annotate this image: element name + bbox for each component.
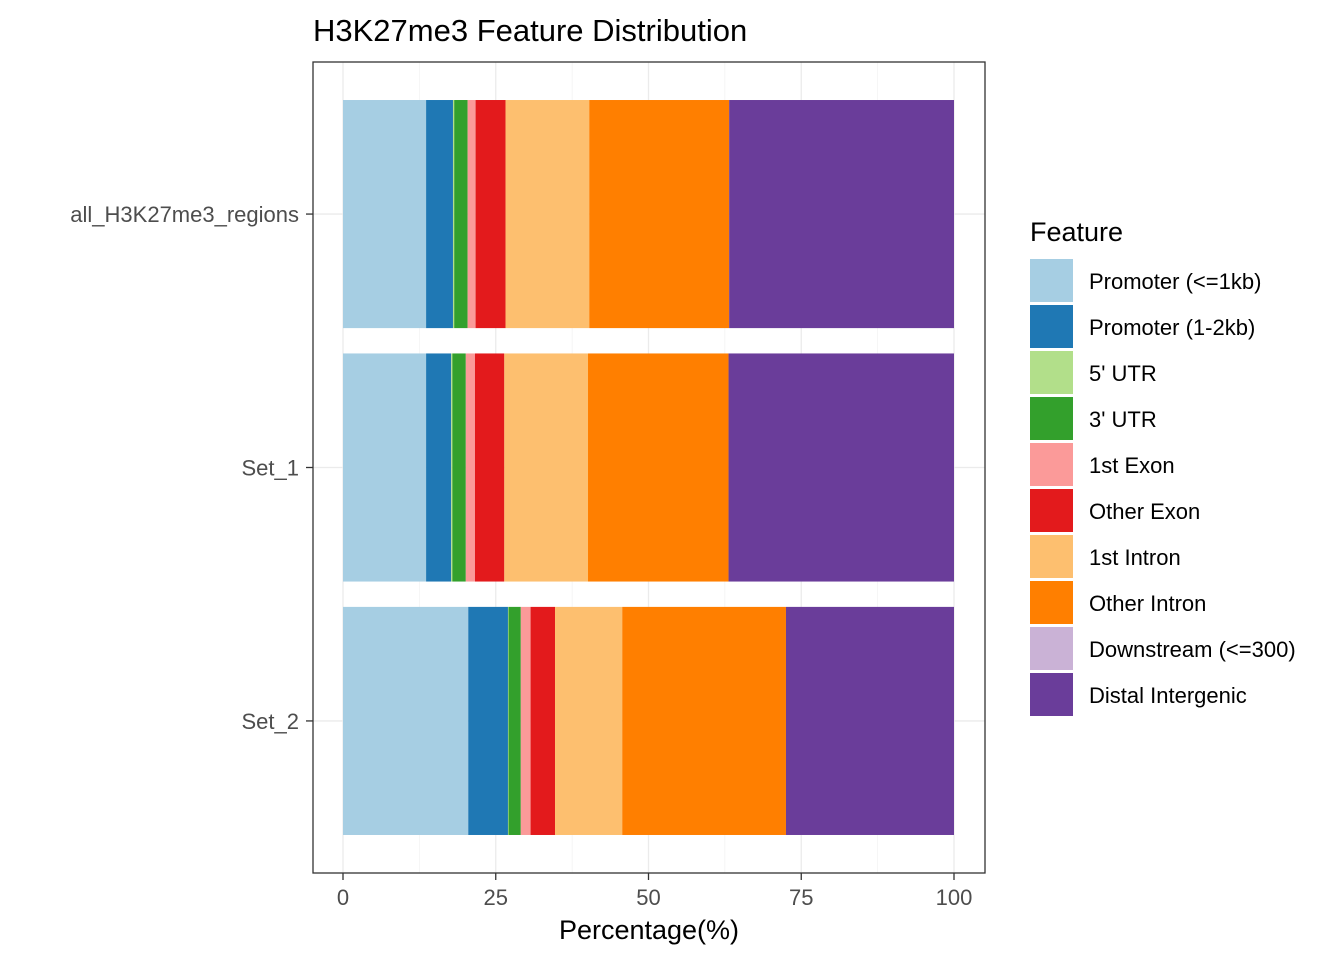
x-tick-label: 100 — [936, 885, 973, 910]
y-axis: all_H3K27me3_regions Set_1 Set_2 — [70, 202, 313, 734]
legend-label: Distal Intergenic — [1089, 683, 1247, 708]
bar-segment — [468, 606, 508, 835]
legend-title: Feature — [1030, 217, 1123, 247]
bar-segment — [426, 353, 452, 582]
bar-segment — [530, 606, 556, 835]
bar-segment — [465, 353, 475, 582]
x-axis: 0 25 50 75 100 — [337, 873, 972, 910]
legend-label: Other Intron — [1089, 591, 1206, 616]
bar-segment — [452, 353, 466, 582]
bar-segment — [589, 100, 730, 329]
y-tick-label: Set_2 — [242, 709, 300, 734]
legend-key — [1030, 673, 1073, 716]
legend-key — [1030, 489, 1073, 532]
legend-label: Promoter (<=1kb) — [1089, 269, 1261, 294]
bar-segment — [507, 606, 509, 835]
chart-title: H3K27me3 Feature Distribution — [313, 13, 747, 48]
x-tick-label: 25 — [484, 885, 508, 910]
bar-segment — [555, 606, 623, 835]
bar-segment — [451, 353, 453, 582]
bar-segment — [728, 353, 954, 582]
bar-segment — [504, 353, 589, 582]
legend-label: Other Exon — [1089, 499, 1200, 524]
legend-key — [1030, 397, 1073, 440]
bar-segment — [520, 606, 531, 835]
bar-segment — [452, 100, 455, 329]
bar-segment — [505, 100, 590, 329]
legend-label: Downstream (<=300) — [1089, 637, 1296, 662]
legend-label: Promoter (1-2kb) — [1089, 315, 1255, 340]
legend-label: 5' UTR — [1089, 361, 1157, 386]
x-tick-label: 50 — [636, 885, 660, 910]
legend-key — [1030, 581, 1073, 624]
legend-key — [1030, 305, 1073, 348]
legend-key — [1030, 627, 1073, 670]
legend-label: 1st Exon — [1089, 453, 1175, 478]
bar-segment — [467, 100, 476, 329]
x-tick-label: 75 — [789, 885, 813, 910]
bar-segment — [454, 100, 468, 329]
bar-segment — [426, 100, 453, 329]
legend-label: 1st Intron — [1089, 545, 1181, 570]
bar-segment — [588, 353, 729, 582]
bar-segment — [474, 353, 505, 582]
bar-segment — [508, 606, 521, 835]
legend: Feature Promoter (<=1kb) Promoter (1-2kb)… — [1030, 217, 1296, 716]
x-tick-label: 0 — [337, 885, 349, 910]
bar-segment — [475, 100, 506, 329]
bar-segment — [343, 353, 427, 582]
legend-key — [1030, 535, 1073, 578]
y-tick-label: all_H3K27me3_regions — [70, 202, 299, 227]
bars — [343, 100, 954, 835]
bar-segment — [343, 606, 469, 835]
legend-key — [1030, 351, 1073, 394]
legend-key — [1030, 443, 1073, 486]
y-tick-label: Set_1 — [242, 456, 300, 481]
bar-segment — [343, 100, 427, 329]
legend-key — [1030, 259, 1073, 302]
bar-segment — [785, 606, 954, 835]
x-axis-title: Percentage(%) — [559, 915, 739, 945]
legend-label: 3' UTR — [1089, 407, 1157, 432]
bar-segment — [622, 606, 786, 835]
bar-segment — [729, 100, 954, 329]
